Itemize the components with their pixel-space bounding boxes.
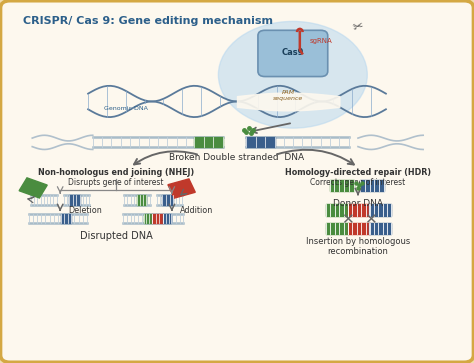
Bar xyxy=(326,223,348,228)
Bar xyxy=(61,219,71,224)
Text: Addition: Addition xyxy=(180,206,213,215)
Text: Non-homologus end joining (NHEJ): Non-homologus end joining (NHEJ) xyxy=(38,168,194,177)
FancyBboxPatch shape xyxy=(258,30,328,77)
Bar xyxy=(194,137,223,142)
Text: PAM
sequence: PAM sequence xyxy=(273,90,303,101)
Bar xyxy=(369,223,392,228)
Text: Disrupts gene of interest: Disrupts gene of interest xyxy=(68,178,164,187)
Bar xyxy=(137,200,146,205)
Bar xyxy=(69,195,80,200)
Bar xyxy=(326,204,348,210)
Text: Disrupted DNA: Disrupted DNA xyxy=(80,231,152,241)
Bar xyxy=(329,180,354,186)
Text: CRISPR/ Cas 9: Gene editing mechanism: CRISPR/ Cas 9: Gene editing mechanism xyxy=(23,16,273,26)
Bar xyxy=(69,200,80,205)
Bar xyxy=(360,186,384,191)
Bar xyxy=(144,219,152,224)
Ellipse shape xyxy=(219,21,367,128)
Text: Donor DNA: Donor DNA xyxy=(333,199,383,208)
Bar xyxy=(194,142,223,147)
Bar xyxy=(348,223,370,228)
Bar xyxy=(61,214,71,219)
Bar xyxy=(137,195,146,200)
Bar xyxy=(162,200,173,205)
Bar xyxy=(152,214,163,219)
Text: Deletion: Deletion xyxy=(69,206,102,215)
Bar xyxy=(163,219,172,224)
Text: sgRNA: sgRNA xyxy=(310,38,332,44)
Text: ✕: ✕ xyxy=(341,212,354,227)
Text: Corrects gene of interest: Corrects gene of interest xyxy=(310,178,406,187)
Bar xyxy=(369,228,392,234)
Bar xyxy=(326,228,348,234)
Text: Homology-directed repair (HDR): Homology-directed repair (HDR) xyxy=(285,168,431,177)
Bar xyxy=(369,204,392,210)
Bar xyxy=(246,142,275,147)
Bar xyxy=(369,210,392,216)
Text: Cas9: Cas9 xyxy=(282,48,304,57)
Bar xyxy=(348,210,370,216)
FancyBboxPatch shape xyxy=(168,179,195,198)
Text: ✂: ✂ xyxy=(351,19,365,34)
Text: ✕: ✕ xyxy=(364,212,376,227)
Bar xyxy=(329,186,354,191)
Bar xyxy=(348,204,370,210)
Bar xyxy=(360,180,384,186)
Bar xyxy=(326,210,348,216)
Bar xyxy=(348,228,370,234)
Bar xyxy=(162,195,173,200)
Text: Broken Double stranded  DNA: Broken Double stranded DNA xyxy=(169,153,305,162)
Bar xyxy=(144,214,152,219)
Bar xyxy=(152,219,163,224)
FancyBboxPatch shape xyxy=(19,178,47,198)
Bar xyxy=(163,214,172,219)
Text: Genomic DNA: Genomic DNA xyxy=(104,106,148,111)
Bar xyxy=(246,137,275,142)
Text: Insertion by homologous
recombination: Insertion by homologous recombination xyxy=(306,237,410,256)
